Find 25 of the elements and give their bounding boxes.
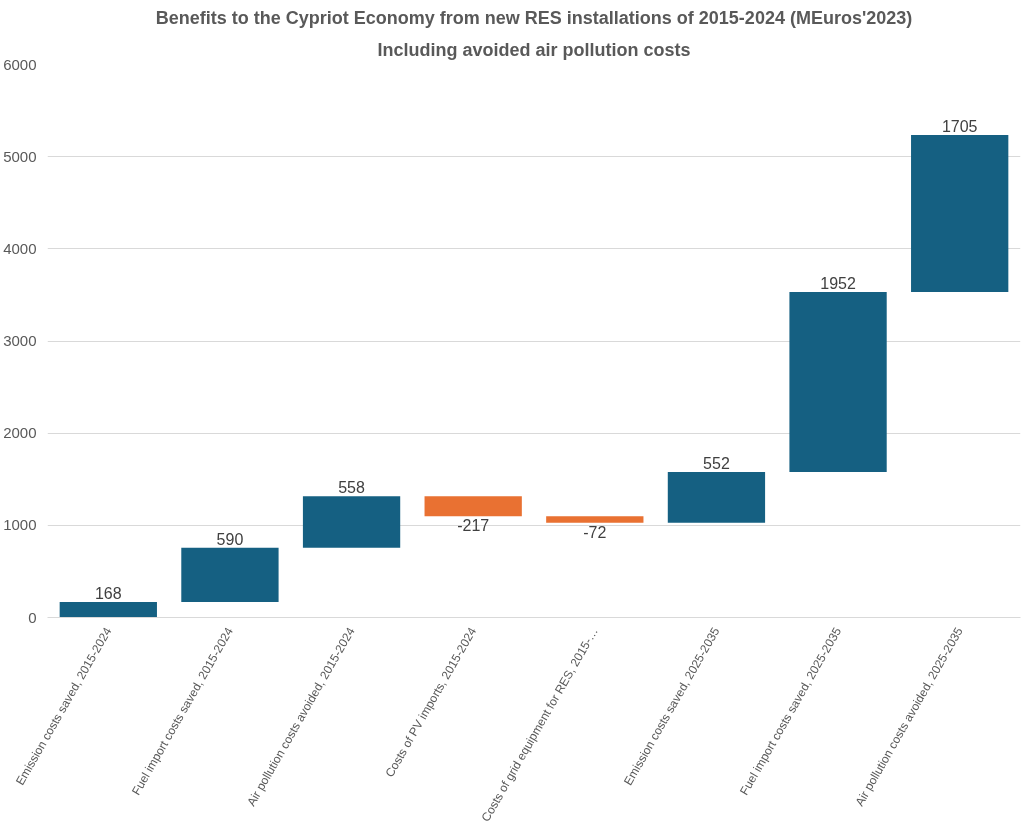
data-label: 1952 — [820, 275, 856, 293]
data-label: -72 — [583, 523, 607, 541]
data-label: 590 — [216, 530, 244, 548]
data-label: -217 — [457, 517, 490, 535]
bar — [789, 292, 887, 472]
y-tick-label: 4000 — [3, 239, 37, 257]
bar — [546, 516, 644, 523]
bar — [424, 496, 522, 517]
y-tick-label: 1000 — [3, 516, 37, 534]
bar — [667, 471, 766, 523]
y-tick-label: 2000 — [3, 424, 37, 442]
y-tick-label: 6000 — [3, 55, 37, 73]
data-label: 558 — [338, 479, 366, 497]
bar — [59, 602, 157, 618]
y-tick-label: 3000 — [3, 332, 37, 349]
data-label: 1705 — [941, 117, 978, 135]
bar — [181, 547, 279, 603]
bar — [302, 496, 401, 548]
chart-title: Benefits to the Cypriot Economy from new RES installations of 2015-2024 (MEuros'2023) — [155, 7, 913, 28]
y-tick-label: 5000 — [3, 147, 37, 165]
chart-subtitle: Including avoided air pollution costs — [377, 39, 691, 60]
bar — [911, 134, 1009, 293]
data-label: 168 — [94, 585, 122, 603]
data-label: 552 — [703, 454, 730, 472]
y-tick-label: 0 — [28, 608, 37, 626]
